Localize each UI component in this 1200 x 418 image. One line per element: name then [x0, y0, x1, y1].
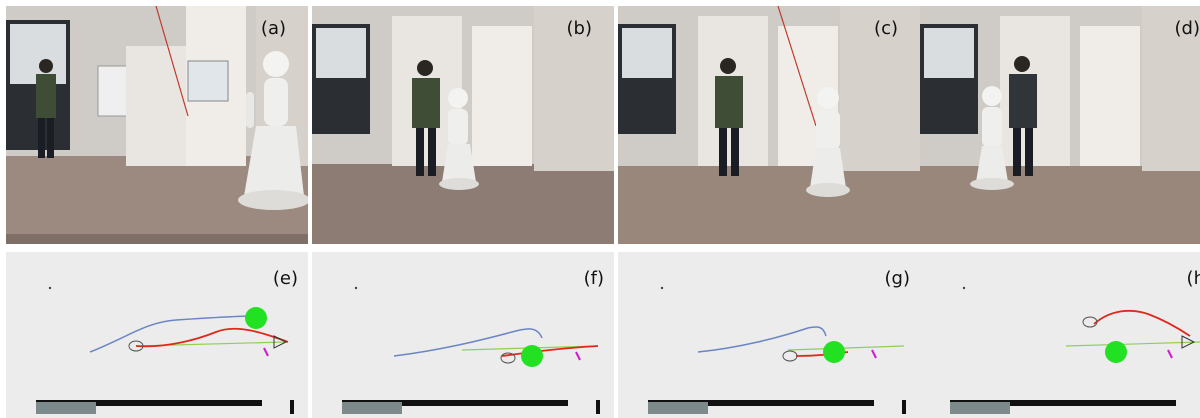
plot-panel-f: (f): [312, 252, 614, 418]
photo-panel-c: (c): [618, 6, 920, 244]
panel-label: (g): [884, 268, 910, 289]
photo-panel-d: (d): [920, 6, 1200, 244]
pepper-robot: [806, 87, 850, 197]
trajectory-plot-h: [950, 286, 1200, 414]
person: [36, 59, 56, 158]
panel-label: (h): [1186, 268, 1200, 289]
human-marker: [245, 307, 267, 329]
plot-panel-e: (e): [6, 252, 308, 418]
photo-scene-c: [618, 6, 920, 244]
trajectory-plot-e: [36, 286, 294, 414]
pepper-robot: [238, 51, 308, 210]
photo-panel-b: (b): [312, 6, 614, 244]
human-marker: [1105, 341, 1127, 363]
panel-label: (e): [272, 268, 298, 289]
pepper-robot: [970, 86, 1014, 190]
trajectory-plot-f: [342, 286, 600, 414]
person: [1009, 56, 1037, 176]
panel-label: (d): [1174, 18, 1200, 39]
panel-label: (c): [874, 18, 898, 39]
plot-panel-g: (g): [618, 252, 920, 418]
panel-label: (f): [583, 268, 604, 289]
robot-icon: [128, 340, 144, 352]
plot-panel-h: (h): [920, 252, 1200, 418]
robot-icon: [500, 352, 516, 364]
human-marker: [823, 341, 845, 363]
panel-label: (b): [566, 18, 592, 39]
robot-icon: [782, 350, 798, 362]
person: [715, 58, 743, 176]
person: [412, 60, 440, 176]
photo-scene-b: [312, 6, 614, 244]
photo-scene-d: [920, 6, 1200, 244]
robot-icon: [1082, 316, 1098, 328]
panel-label: (a): [260, 18, 286, 39]
pepper-robot: [439, 88, 479, 190]
photo-scene-a: [6, 6, 308, 244]
photo-panel-a: (a): [6, 6, 308, 244]
human-marker: [521, 345, 543, 367]
trajectory-plot-g: [648, 286, 906, 414]
